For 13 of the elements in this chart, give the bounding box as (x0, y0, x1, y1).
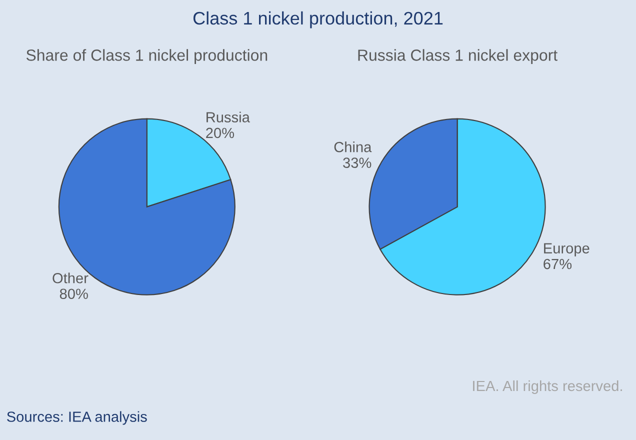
source-note: Sources: IEA analysis (7, 411, 147, 425)
data-label: 67% (544, 258, 572, 270)
data-label: 20% (206, 128, 234, 138)
data-label: 80% (60, 288, 88, 300)
slice-label: Europe (544, 243, 590, 256)
chart-subtitle: Russia Class 1 nickel export (358, 49, 558, 64)
chart-subtitle: Share of Class 1 nickel production (26, 49, 268, 64)
text: Class 1 nickel production, 2021 (193, 11, 443, 28)
data-label: 33% (343, 158, 372, 168)
slice-label: Other (52, 272, 88, 284)
text: IEA. All rights reserved. (473, 380, 622, 394)
slice-label: China (334, 142, 372, 152)
slice-label: Russia (206, 112, 250, 122)
